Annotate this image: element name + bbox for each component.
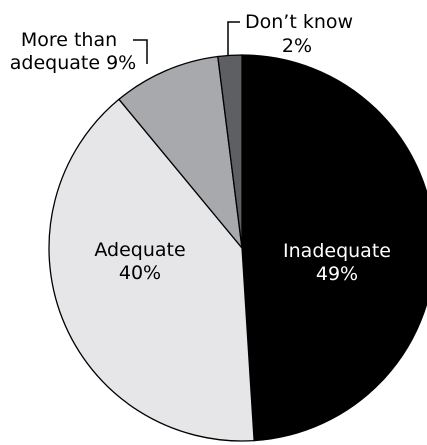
label-more-than-adequate-line2: adequate 9% [10,52,136,74]
slice-dont-know [217,54,243,249]
label-more-than-adequate-line1: More than [21,29,117,51]
pie-slices [48,54,427,442]
slice-adequate [48,98,255,442]
label-adequate-value: 40% [119,262,161,284]
leader-line-more-than-adequate [133,39,148,64]
leader-line-dont-know [227,21,240,55]
label-inadequate-value: 49% [316,263,358,285]
label-inadequate-name: Inadequate [283,240,391,262]
label-adequate-name: Adequate [94,239,185,261]
label-dont-know-line2: 2% [282,35,312,57]
slice-more-than-adequate [118,55,243,251]
slice-inadequate [241,54,427,442]
label-dont-know-line1: Don’t know [245,11,353,33]
